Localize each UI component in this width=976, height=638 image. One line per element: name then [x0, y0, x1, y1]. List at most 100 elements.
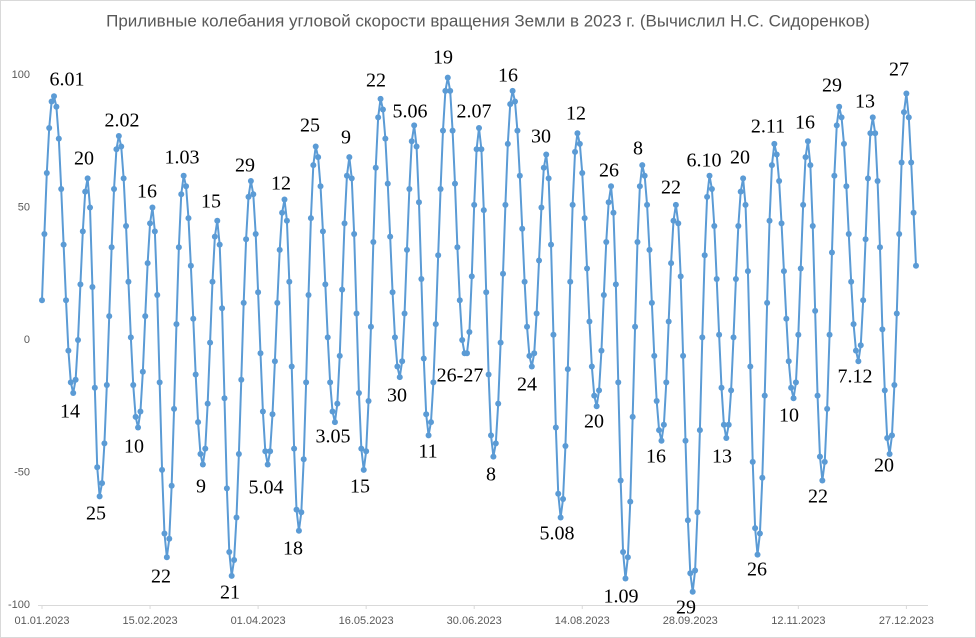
data-point [240, 299, 247, 306]
data-point [740, 175, 747, 182]
data-point [555, 490, 562, 497]
data-point [420, 355, 427, 362]
data-point [809, 223, 816, 230]
data-point [912, 262, 919, 269]
annotation: 20 [74, 148, 94, 170]
data-point [826, 331, 833, 338]
data-point [478, 146, 485, 153]
data-point [185, 215, 192, 222]
annotation: 15 [350, 476, 370, 498]
data-point [286, 278, 293, 285]
data-point [632, 323, 639, 330]
data-point [749, 458, 756, 465]
data-point [163, 554, 170, 561]
data-point [910, 209, 917, 216]
data-point [79, 228, 86, 235]
data-point [831, 172, 838, 179]
data-point [644, 201, 651, 208]
data-point [836, 103, 843, 110]
x-tick-label: 30.06.2023 [447, 615, 502, 627]
data-point [528, 363, 535, 370]
data-point [99, 480, 106, 487]
annotation: 1.09 [604, 586, 639, 608]
annotation: 22 [661, 177, 681, 199]
data-point [166, 535, 173, 542]
annotation: 7.12 [838, 366, 873, 388]
data-point [351, 231, 358, 237]
data-point [147, 220, 154, 227]
data-point [432, 321, 439, 328]
y-tick-label: -50 [14, 466, 30, 478]
data-point [447, 87, 454, 94]
data-point [495, 400, 502, 407]
data-point [149, 204, 156, 211]
data-point [439, 127, 446, 134]
data-point [463, 350, 470, 357]
data-point [483, 289, 490, 296]
data-point [771, 140, 778, 147]
data-point [764, 299, 771, 306]
data-point [624, 554, 631, 561]
data-point [125, 278, 132, 285]
data-point [353, 310, 360, 317]
data-point [363, 448, 370, 455]
data-point [211, 233, 218, 240]
data-point [552, 424, 559, 431]
data-point [519, 225, 526, 232]
data-point [591, 392, 598, 399]
data-point [274, 299, 281, 306]
data-point [178, 191, 185, 198]
data-point [84, 175, 91, 182]
data-point [305, 291, 312, 298]
data-point [728, 387, 735, 394]
data-point [884, 435, 891, 442]
data-point [612, 281, 619, 288]
data-point [43, 170, 50, 177]
data-point [475, 125, 482, 131]
data-point [343, 172, 350, 179]
data-point [247, 178, 254, 184]
data-point [341, 220, 348, 227]
annotation: 8 [486, 464, 496, 486]
data-point [716, 331, 723, 338]
data-point [199, 461, 206, 468]
data-point [384, 180, 391, 187]
data-point [403, 246, 410, 253]
data-point [744, 268, 751, 275]
data-point [327, 379, 334, 386]
data-point [171, 405, 178, 412]
data-point [608, 183, 615, 190]
data-point [548, 241, 555, 248]
data-point [175, 244, 182, 251]
annotation: 16 [646, 446, 666, 468]
data-point [903, 90, 910, 97]
annotation: 22 [151, 566, 171, 588]
data-point [665, 318, 672, 325]
x-tick-label: 14.08.2023 [555, 615, 610, 627]
data-point [67, 379, 74, 386]
data-point [156, 379, 163, 386]
annotation: 15 [201, 191, 221, 213]
data-point [82, 188, 89, 195]
data-point [389, 289, 396, 296]
data-point [365, 397, 372, 404]
data-point [219, 305, 226, 312]
data-point [747, 363, 754, 370]
data-point [41, 231, 48, 237]
data-point [586, 318, 593, 325]
data-point [331, 419, 338, 426]
data-point [879, 326, 886, 333]
data-point [298, 509, 305, 516]
data-point [144, 260, 151, 267]
data-point [259, 408, 266, 415]
data-point [706, 172, 713, 179]
annotation: 13 [855, 91, 875, 113]
data-point [752, 525, 759, 532]
data-point [106, 313, 113, 320]
data-point [783, 315, 790, 322]
data-point [646, 246, 653, 253]
data-point [711, 223, 718, 230]
data-point [120, 175, 127, 182]
data-point [425, 432, 432, 439]
data-point [684, 517, 691, 524]
